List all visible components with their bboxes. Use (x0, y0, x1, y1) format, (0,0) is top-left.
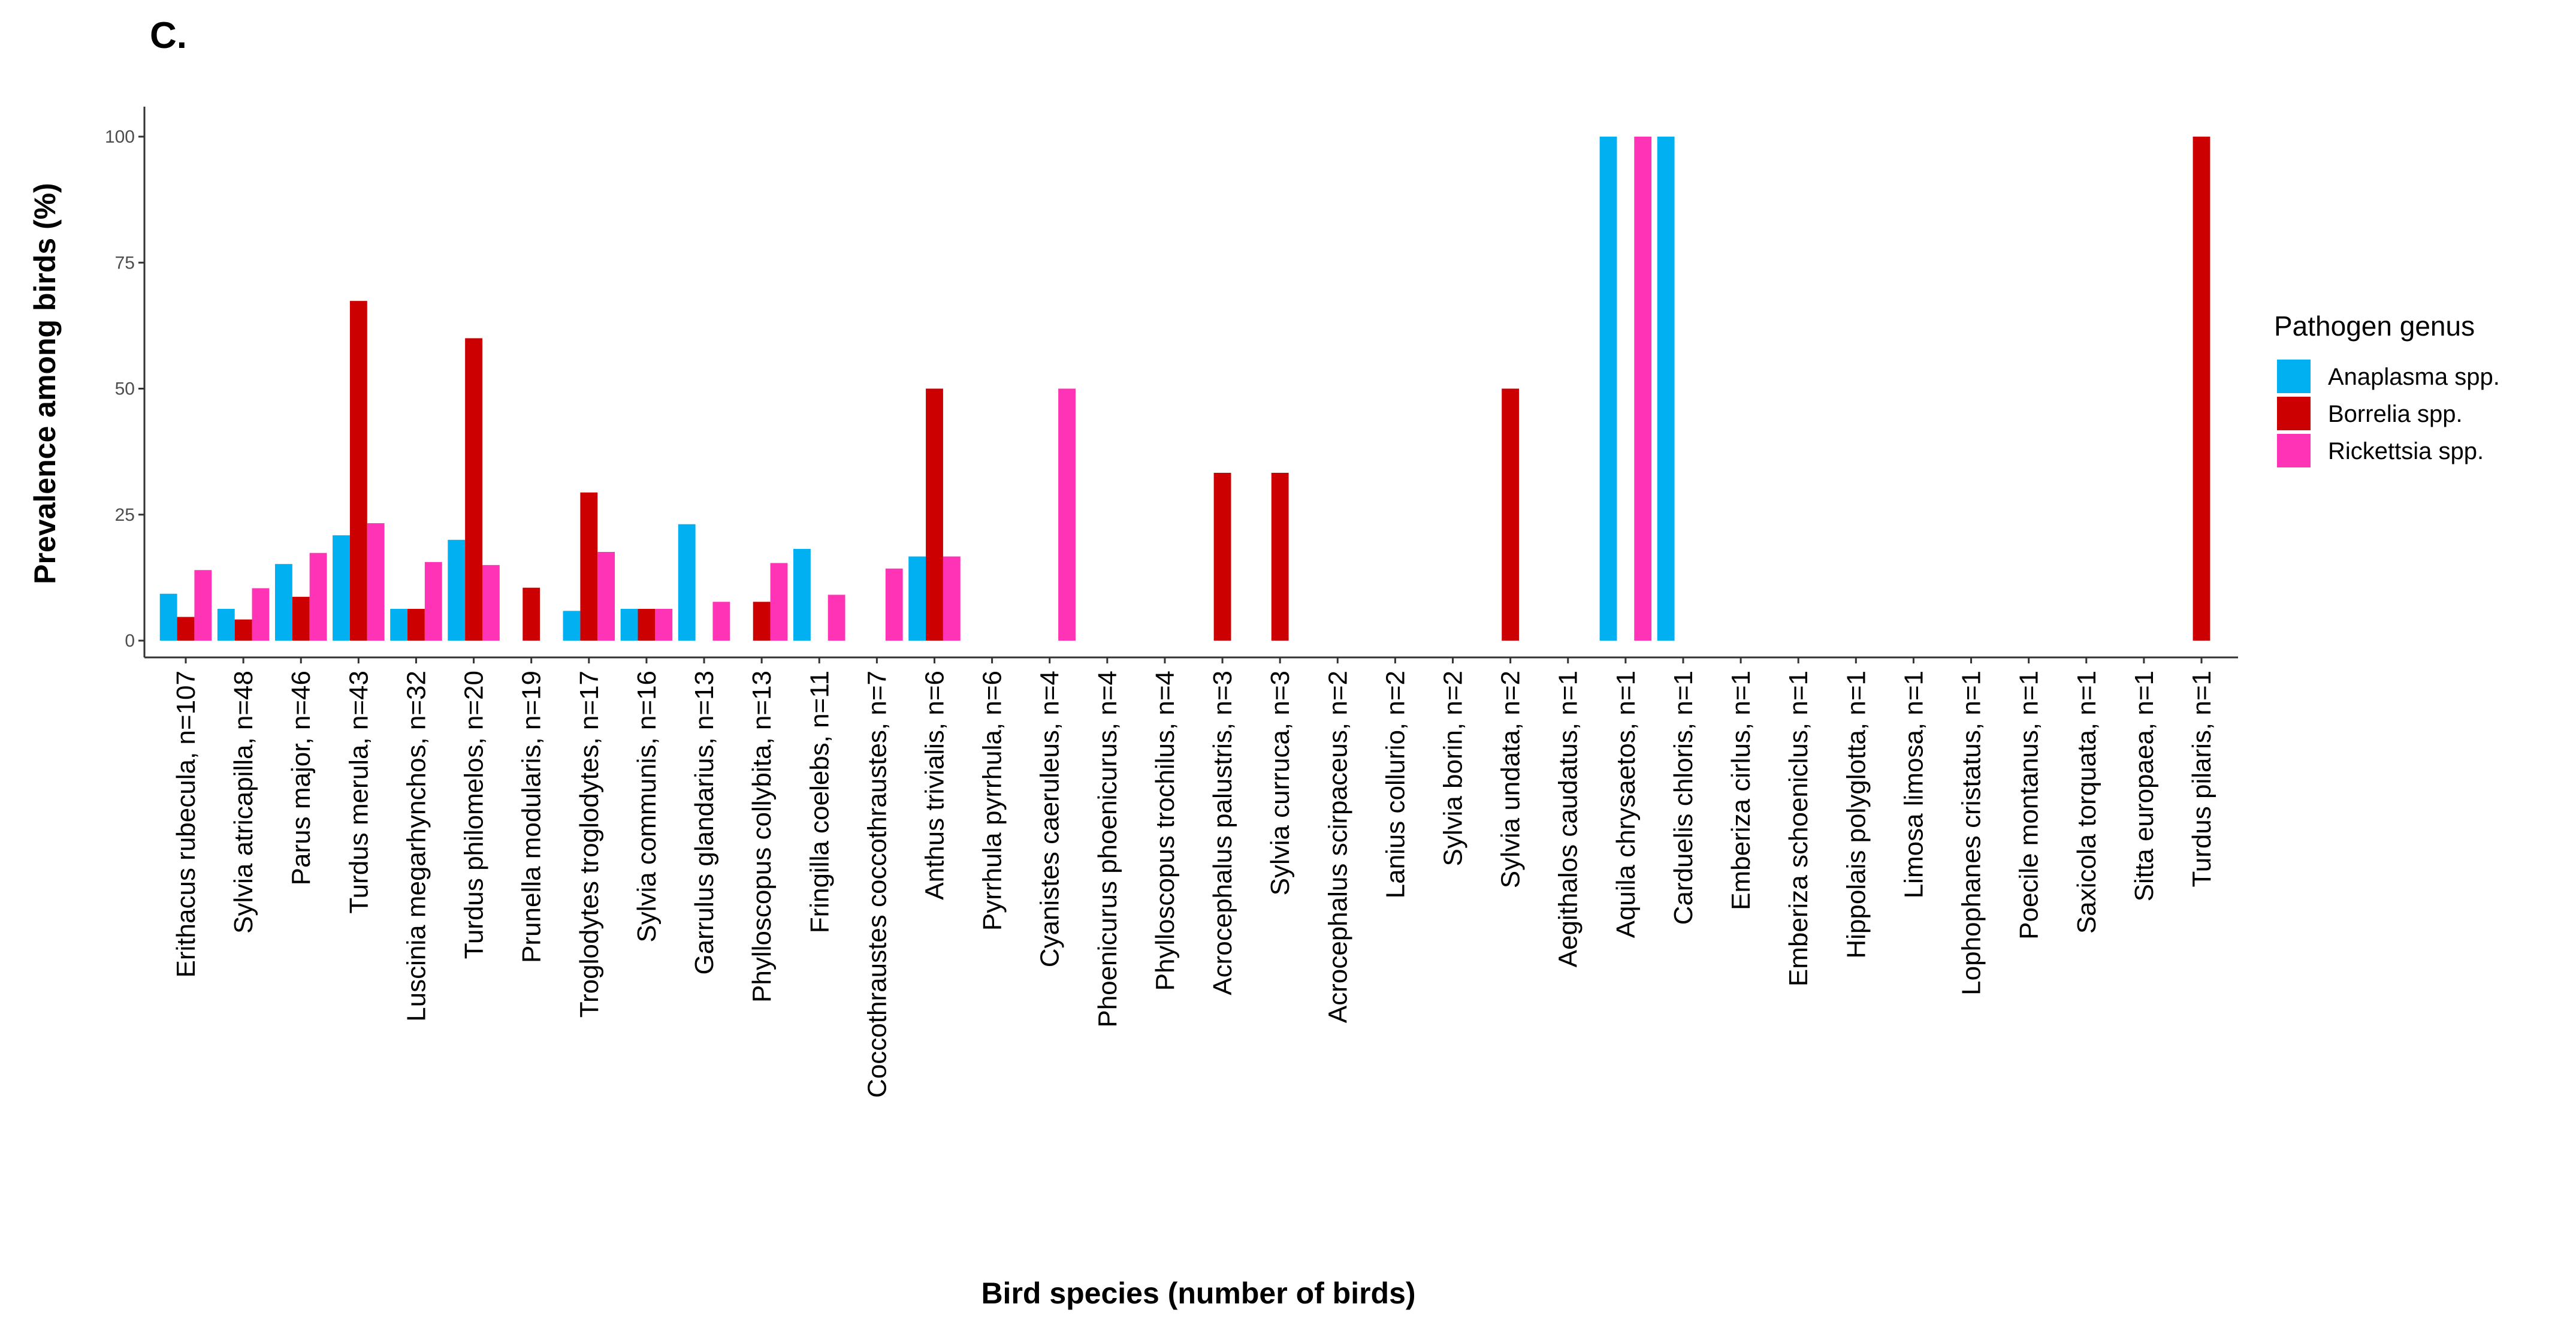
x-tick-labels: Erithacus rubecula, n=107 Sylvia atricapi… (171, 671, 2216, 1098)
bar-anaplasma (274, 564, 292, 641)
bar-borrelia (407, 609, 425, 641)
y-tick-label: 100 (105, 127, 135, 147)
x-tick-label: Phylloscopus trochilus, n=4 (1150, 671, 1180, 991)
x-tick-label: Parus major, n=46 (286, 671, 316, 885)
axes: 0 25 50 75 100 (105, 107, 2238, 663)
bars (159, 137, 2210, 641)
x-tick-label: Coccothraustes coccothraustes, n=7 (862, 671, 892, 1098)
legend: Pathogen genus Anaplasma spp. Borrelia sp… (2274, 310, 2500, 467)
bar-borrelia (234, 619, 252, 641)
bar-borrelia (1271, 472, 1289, 641)
bar-borrelia (580, 492, 598, 641)
bar-anaplasma (333, 535, 350, 641)
bar-borrelia (177, 617, 195, 641)
y-tick-label: 0 (125, 631, 135, 651)
x-axis-title: Bird species (number of birds) (981, 1276, 1415, 1310)
bar-rickettsia (309, 553, 327, 641)
bar-anaplasma (159, 593, 177, 641)
x-tick-label: Turdus philomelos, n=20 (460, 671, 489, 959)
bar-rickettsia (828, 594, 845, 641)
bar-anaplasma (563, 611, 581, 641)
bar-rickettsia (770, 563, 788, 641)
bar-anaplasma (620, 609, 638, 641)
x-tick-label: Sylvia borin, n=2 (1439, 671, 1468, 867)
x-tick-label: Acrocephalus scirpaceus, n=2 (1323, 671, 1352, 1023)
x-tick-label: Lophophanes cristatus, n=1 (1957, 671, 1986, 995)
bar-rickettsia (885, 568, 903, 641)
bar-anaplasma (908, 556, 926, 641)
x-tick-label: Aegithalos caudatus, n=1 (1554, 671, 1583, 967)
bar-rickettsia (424, 562, 442, 641)
legend-key-anaplasma (2277, 360, 2311, 393)
x-tick-label: Cyanistes caeruleus, n=4 (1035, 671, 1065, 967)
bar-rickettsia (367, 523, 385, 641)
x-tick-label: Sylvia curruca, n=3 (1266, 671, 1295, 895)
bar-rickettsia (1634, 137, 1652, 641)
legend-label: Borrelia spp. (2328, 401, 2463, 427)
x-tick-label: Sylvia communis, n=16 (632, 671, 662, 943)
x-tick-label: Sylvia atricapilla, n=48 (229, 671, 258, 934)
x-tick-label: Limosa limosa, n=1 (1899, 671, 1928, 898)
bar-borrelia (753, 602, 771, 641)
x-tick-label: Turdus merula, n=43 (344, 671, 373, 914)
bar-anaplasma (1657, 137, 1675, 641)
bar-anaplasma (448, 539, 466, 641)
bar-anaplasma (390, 609, 408, 641)
x-tick-label: Lanius collurio, n=2 (1381, 671, 1410, 898)
x-tick-label: Troglodytes troglodytes, n=17 (575, 671, 604, 1018)
y-tick-label: 25 (115, 505, 135, 525)
legend-label: Rickettsia spp. (2328, 438, 2484, 464)
bar-rickettsia (712, 602, 730, 641)
bar-borrelia (1502, 388, 1520, 641)
x-tick-label: Turdus pilaris, n=1 (2187, 671, 2216, 888)
bar-rickettsia (597, 551, 615, 641)
bar-borrelia (349, 301, 367, 641)
legend-label: Anaplasma spp. (2328, 364, 2500, 390)
x-tick-label: Emberiza schoeniclus, n=1 (1784, 671, 1813, 986)
y-tick-label: 50 (115, 379, 135, 399)
x-tick-label: Erithacus rubecula, n=107 (171, 671, 201, 977)
bar-borrelia (2193, 137, 2210, 641)
y-tick-label: 75 (115, 253, 135, 273)
bar-rickettsia (1058, 388, 1076, 641)
bar-borrelia (926, 388, 943, 641)
legend-title: Pathogen genus (2274, 310, 2475, 342)
legend-key-borrelia (2277, 397, 2311, 430)
bar-anaplasma (217, 609, 235, 641)
bar-borrelia (638, 609, 656, 641)
x-tick-label: Garrulus glandarius, n=13 (690, 671, 719, 975)
bar-rickettsia (482, 565, 500, 641)
x-tick-label: Phylloscopus collybita, n=13 (747, 671, 777, 1003)
x-tick-label: Phoenicurus phoenicurus, n=4 (1093, 671, 1122, 1028)
x-tick-label: Hippolais polyglotta, n=1 (1841, 671, 1871, 959)
bar-rickettsia (943, 556, 961, 641)
x-tick-label: Emberiza cirlus, n=1 (1726, 671, 1756, 910)
x-tick-label: Anthus trivialis, n=6 (920, 671, 949, 900)
bar-rickettsia (194, 570, 212, 641)
x-tick-label: Sylvia undata, n=2 (1496, 671, 1526, 888)
bar-rickettsia (252, 588, 270, 641)
bar-anaplasma (793, 548, 811, 641)
x-tick-label: Luscinia megarhynchos, n=32 (401, 671, 431, 1022)
x-tick-label: Saxicola torquata, n=1 (2072, 671, 2101, 934)
bar-borrelia (465, 338, 482, 641)
x-tick-label: Acrocephalus palustris, n=3 (1208, 671, 1237, 995)
bar-borrelia (1213, 472, 1231, 641)
bar-rickettsia (655, 609, 673, 641)
x-tick-label: Carduelis chloris, n=1 (1669, 671, 1698, 925)
legend-key-rickettsia (2277, 434, 2311, 467)
x-tick-label: Aquila chrysaetos, n=1 (1611, 671, 1641, 938)
x-tick-label: Pyrrhula pyrrhula, n=6 (978, 671, 1007, 931)
x-tick-label: Prunella modularis, n=19 (517, 671, 546, 963)
bar-anaplasma (678, 524, 696, 641)
bar-anaplasma (1599, 137, 1617, 641)
x-tick-label: Sitta europaea, n=1 (2130, 671, 2159, 901)
panel-label: C. (150, 15, 187, 56)
bar-borrelia (523, 587, 540, 641)
y-axis-title: Prevalence among birds (%) (28, 183, 62, 584)
x-tick-label: Poecile montanus, n=1 (2015, 671, 2044, 940)
x-tick-label: Fringilla coelebs, n=11 (805, 671, 834, 933)
bar-borrelia (292, 596, 310, 641)
